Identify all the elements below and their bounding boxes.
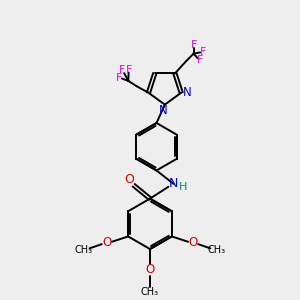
Text: CH₃: CH₃ — [75, 245, 93, 255]
Text: F: F — [126, 64, 132, 75]
Text: F: F — [190, 40, 197, 50]
Text: O: O — [102, 236, 111, 250]
Text: F: F — [200, 47, 206, 57]
Text: F: F — [118, 65, 125, 76]
Text: O: O — [189, 236, 198, 250]
Text: N: N — [183, 85, 192, 99]
Text: CH₃: CH₃ — [141, 287, 159, 297]
Text: F: F — [116, 73, 122, 83]
Text: CH₃: CH₃ — [207, 245, 225, 255]
Text: N: N — [159, 104, 167, 117]
Text: O: O — [124, 173, 134, 186]
Text: O: O — [146, 263, 154, 276]
Text: H: H — [179, 182, 188, 192]
Text: N: N — [169, 177, 178, 190]
Text: F: F — [197, 55, 203, 65]
